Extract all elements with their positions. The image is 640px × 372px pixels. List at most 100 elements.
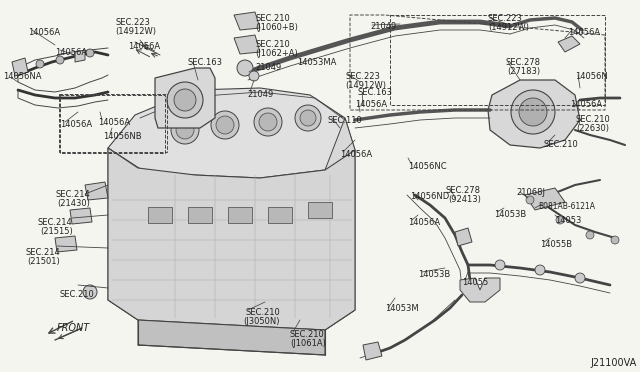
- Polygon shape: [228, 207, 252, 223]
- Text: (21501): (21501): [27, 257, 60, 266]
- Circle shape: [519, 98, 547, 126]
- Text: 14053M: 14053M: [385, 304, 419, 313]
- Polygon shape: [70, 208, 92, 224]
- Circle shape: [249, 71, 259, 81]
- Text: 14056A: 14056A: [570, 100, 602, 109]
- Text: 14056NC: 14056NC: [408, 162, 447, 171]
- Text: 14056A: 14056A: [128, 42, 160, 51]
- Text: 14055: 14055: [462, 278, 488, 287]
- Text: SEC.210: SEC.210: [255, 40, 290, 49]
- Text: 14053B: 14053B: [494, 210, 526, 219]
- Text: 14053MA: 14053MA: [297, 58, 337, 67]
- Polygon shape: [268, 207, 292, 223]
- Text: 21049: 21049: [370, 22, 396, 31]
- Polygon shape: [488, 80, 580, 148]
- Circle shape: [259, 113, 277, 131]
- Circle shape: [176, 121, 194, 139]
- Bar: [60, 95, 165, 153]
- Text: (22630): (22630): [576, 124, 609, 133]
- Circle shape: [211, 111, 239, 139]
- Polygon shape: [234, 12, 260, 30]
- Text: 14056A: 14056A: [28, 28, 60, 37]
- Text: SEC.210: SEC.210: [290, 330, 324, 339]
- Polygon shape: [108, 148, 355, 330]
- Text: SEC.210: SEC.210: [255, 14, 290, 23]
- Polygon shape: [55, 236, 77, 252]
- Text: SEC.223: SEC.223: [115, 18, 150, 27]
- Text: 14056A: 14056A: [340, 150, 372, 159]
- Text: (J1060+B): (J1060+B): [255, 23, 298, 32]
- Text: SEC.223: SEC.223: [488, 14, 523, 23]
- Circle shape: [586, 231, 594, 239]
- Text: SEC.163: SEC.163: [357, 88, 392, 97]
- Circle shape: [535, 265, 545, 275]
- Polygon shape: [138, 320, 325, 355]
- Text: SEC.210: SEC.210: [245, 308, 280, 317]
- Circle shape: [556, 216, 564, 224]
- Text: SEC.210: SEC.210: [60, 290, 95, 299]
- Circle shape: [300, 110, 316, 126]
- Text: (J1061A): (J1061A): [290, 339, 326, 348]
- Text: 14056NA: 14056NA: [3, 72, 42, 81]
- Circle shape: [56, 56, 64, 64]
- Circle shape: [611, 236, 619, 244]
- Text: 14056A: 14056A: [568, 28, 600, 37]
- Text: (21430): (21430): [57, 199, 90, 208]
- Circle shape: [171, 116, 199, 144]
- Text: 14053: 14053: [555, 216, 581, 225]
- Polygon shape: [108, 300, 355, 330]
- Text: (21515): (21515): [40, 227, 73, 236]
- Circle shape: [526, 196, 534, 204]
- Text: SEC.214: SEC.214: [55, 190, 90, 199]
- Text: SEC.278: SEC.278: [446, 186, 481, 195]
- Circle shape: [167, 82, 203, 118]
- Text: (14912W): (14912W): [488, 23, 529, 32]
- Polygon shape: [75, 50, 85, 62]
- Text: SEC.223: SEC.223: [345, 72, 380, 81]
- Text: 14056A: 14056A: [60, 120, 92, 129]
- Text: SEC.163: SEC.163: [188, 58, 223, 67]
- Text: 14056A: 14056A: [355, 100, 387, 109]
- Text: SEC.210: SEC.210: [543, 140, 578, 149]
- Text: 14056A: 14056A: [408, 218, 440, 227]
- Circle shape: [36, 60, 44, 68]
- Polygon shape: [155, 68, 215, 128]
- Text: (14912W): (14912W): [345, 81, 386, 90]
- Text: 14056NB: 14056NB: [103, 132, 141, 141]
- Text: 21049: 21049: [247, 90, 273, 99]
- Polygon shape: [363, 342, 382, 360]
- Bar: [59, 94, 167, 152]
- Circle shape: [575, 273, 585, 283]
- Polygon shape: [234, 35, 260, 54]
- Text: B081AB-6121A: B081AB-6121A: [538, 202, 595, 211]
- Text: FRONT: FRONT: [57, 323, 90, 333]
- Circle shape: [254, 108, 282, 136]
- Circle shape: [83, 285, 97, 299]
- Polygon shape: [85, 182, 108, 200]
- Circle shape: [495, 260, 505, 270]
- Text: 14056A: 14056A: [55, 48, 87, 57]
- Polygon shape: [148, 207, 172, 223]
- Circle shape: [174, 89, 196, 111]
- Text: SEC.210: SEC.210: [576, 115, 611, 124]
- Circle shape: [295, 105, 321, 131]
- Polygon shape: [188, 207, 212, 223]
- Polygon shape: [108, 88, 355, 178]
- Circle shape: [216, 116, 234, 134]
- Polygon shape: [455, 228, 472, 246]
- Text: 14055B: 14055B: [540, 240, 572, 249]
- Polygon shape: [525, 188, 565, 210]
- Polygon shape: [308, 202, 332, 218]
- Polygon shape: [460, 278, 500, 302]
- Text: SEC.214: SEC.214: [38, 218, 73, 227]
- Text: (J1062+A): (J1062+A): [255, 49, 298, 58]
- Text: 14056N: 14056N: [575, 72, 608, 81]
- Text: 21049: 21049: [255, 63, 281, 72]
- Text: SEC.214: SEC.214: [25, 248, 60, 257]
- Text: (27183): (27183): [507, 67, 540, 76]
- Text: (J3050N): (J3050N): [243, 317, 280, 326]
- Text: SEC.110: SEC.110: [328, 116, 363, 125]
- Text: J21100VA: J21100VA: [590, 358, 636, 368]
- Text: SEC.278: SEC.278: [505, 58, 540, 67]
- Circle shape: [86, 49, 94, 57]
